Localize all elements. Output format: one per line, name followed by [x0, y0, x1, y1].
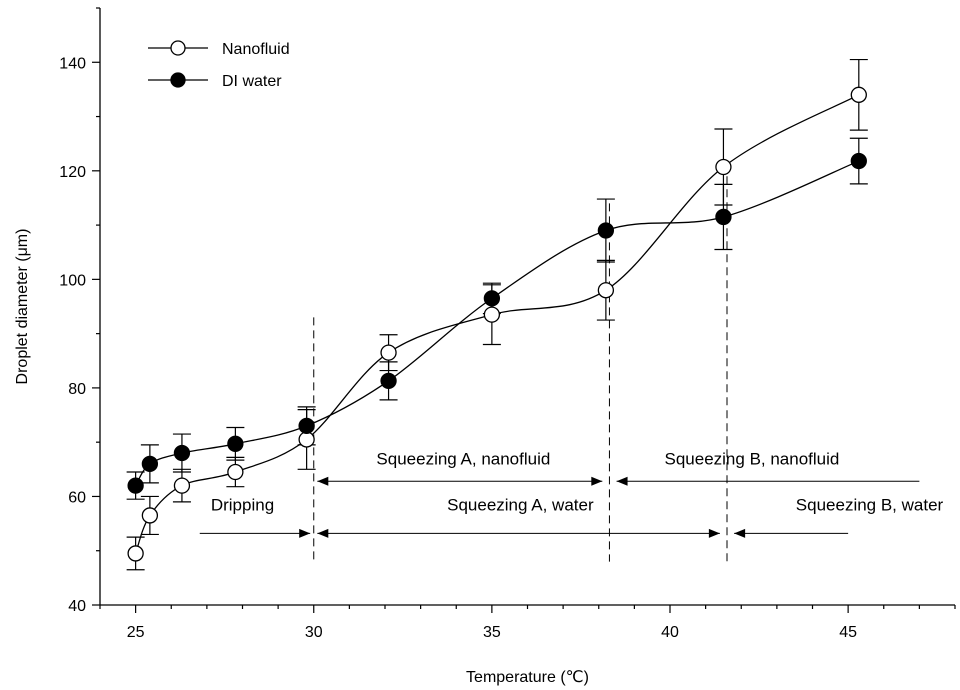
- arrow-head: [299, 528, 311, 538]
- arrow-head: [317, 528, 329, 538]
- legend-entry-di-water: DI water: [148, 72, 282, 90]
- x-tick-label: 30: [305, 624, 323, 641]
- ticks: 40 60 80 100 120 140 25 30 35 40 45: [59, 7, 956, 641]
- annotation-label: Squeezing A, nanofluid: [376, 449, 550, 468]
- x-tick-label: 25: [127, 624, 145, 641]
- legend-marker-filled-circle: [170, 72, 186, 88]
- x-tick-label: 40: [661, 624, 679, 641]
- y-tick-label: 120: [59, 164, 86, 181]
- series-line-nanofluid: [135, 94, 860, 554]
- data-point-nanofluid: [715, 158, 732, 176]
- data-point-di-water: [298, 417, 315, 435]
- annotation-label: Dripping: [211, 496, 274, 515]
- legend-label: DI water: [222, 73, 282, 90]
- arrow-head: [708, 528, 720, 538]
- data-point-di-water: [227, 435, 244, 452]
- data-point-nanofluid: [597, 282, 615, 299]
- y-tick-label: 80: [68, 381, 86, 398]
- axes: [99, 8, 955, 606]
- x-axis-label: Temperature (℃): [466, 669, 589, 686]
- annotation-label: Squeezing A, water: [447, 496, 594, 515]
- data-point-nanofluid: [380, 344, 397, 361]
- y-tick-label: 140: [59, 55, 86, 72]
- arrow-head: [591, 476, 603, 486]
- data-point-nanofluid: [227, 463, 244, 481]
- annotation-label: Squeezing B, nanofluid: [665, 449, 840, 468]
- regime-annotations: Dripping Squeezing A, nanofluid Squeezing …: [199, 449, 944, 538]
- data-point-nanofluid: [141, 507, 159, 524]
- data-point-di-water: [715, 208, 732, 226]
- x-tick-label: 45: [839, 624, 857, 641]
- data-point-di-water: [483, 290, 501, 307]
- data-point-nanofluid: [173, 477, 191, 494]
- y-tick-label: 40: [68, 598, 86, 615]
- legend-entry-nanofluid: Nanofluid: [148, 40, 290, 58]
- data-point-di-water: [597, 222, 615, 239]
- data-point-nanofluid: [298, 431, 315, 448]
- y-tick-label: 60: [68, 489, 86, 506]
- data-point-di-water: [173, 444, 191, 462]
- data-point-nanofluid: [483, 306, 501, 323]
- legend-marker-open-circle: [170, 40, 186, 56]
- data-point-nanofluid: [127, 545, 144, 562]
- data-point-di-water: [850, 152, 867, 170]
- arrow-head: [616, 476, 628, 486]
- data-point-di-water: [127, 477, 144, 494]
- annotation-label: Squeezing B, water: [796, 496, 944, 515]
- y-tick-label: 100: [59, 272, 86, 289]
- series-line-di-water: [135, 160, 860, 486]
- x-tick-label: 35: [483, 624, 501, 641]
- arrow-head: [734, 528, 746, 538]
- data-point-nanofluid: [850, 86, 867, 103]
- legend: Nanofluid DI water: [148, 40, 290, 90]
- series-lines: [135, 94, 860, 554]
- data-point-di-water: [380, 372, 397, 390]
- data-point-di-water: [141, 455, 159, 473]
- y-axis-label: Droplet diameter (μm): [14, 229, 31, 385]
- arrow-head: [317, 476, 329, 486]
- legend-label: Nanofluid: [222, 41, 290, 58]
- data-points: [127, 86, 867, 562]
